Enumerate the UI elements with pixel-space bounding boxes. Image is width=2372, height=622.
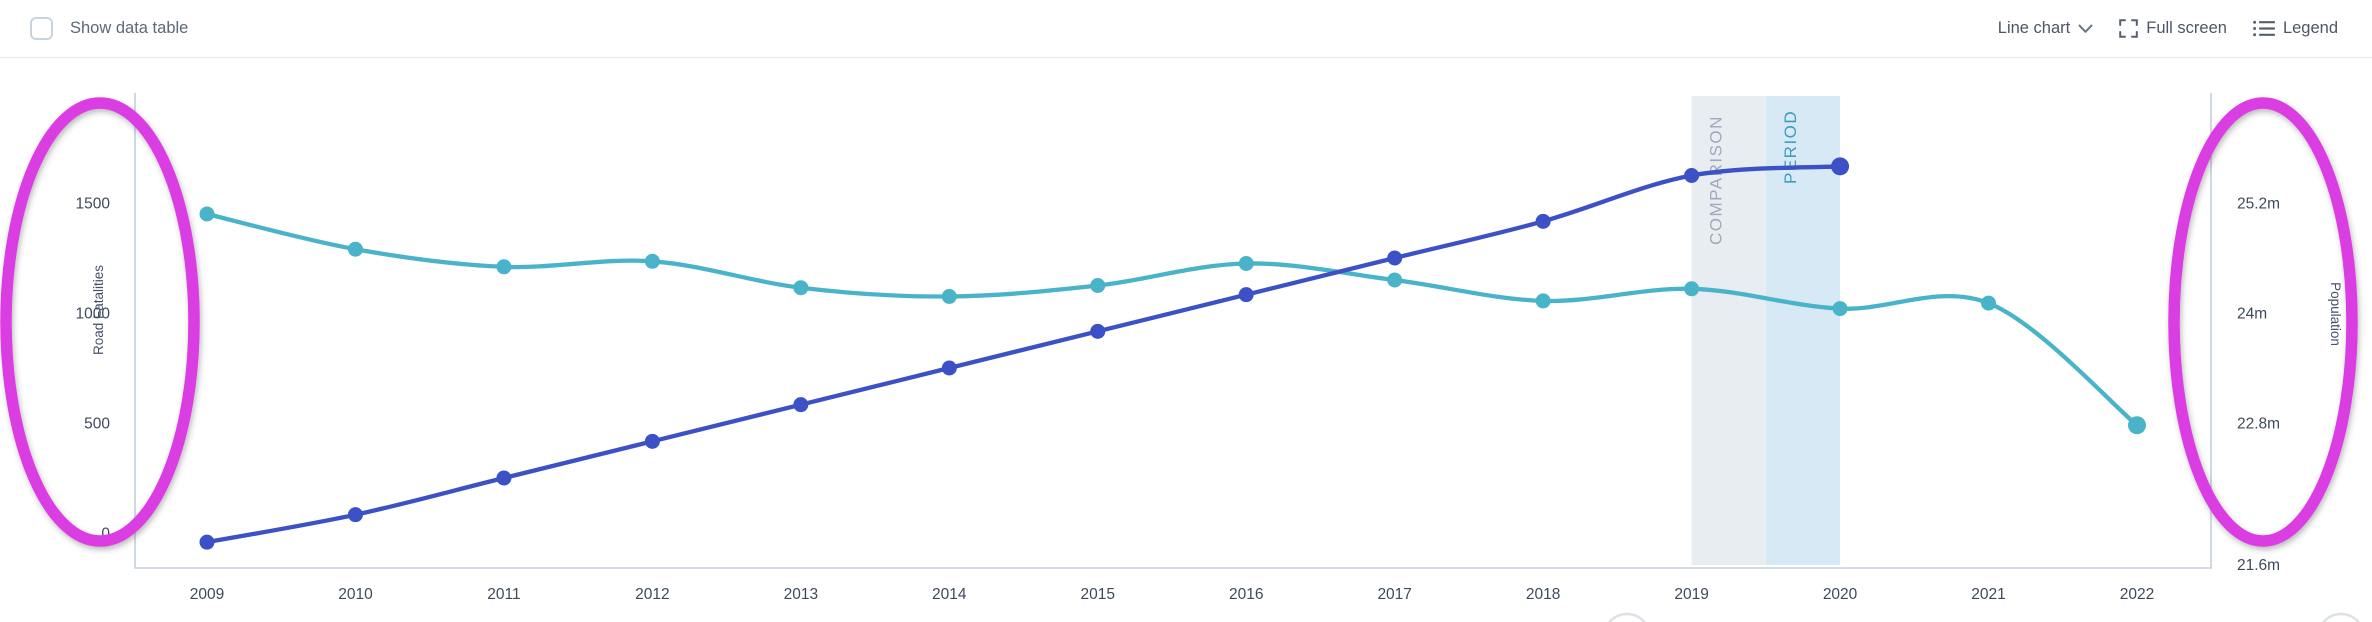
x-axis-tick: 2015 bbox=[1081, 586, 1115, 603]
show-data-table-checkbox[interactable] bbox=[30, 17, 53, 40]
x-axis-tick: 2010 bbox=[338, 586, 373, 603]
right-axis-circle-annotation bbox=[2168, 97, 2358, 547]
population-point[interactable] bbox=[1831, 157, 1850, 176]
road-fatalities-point[interactable] bbox=[1238, 256, 1254, 271]
brush-handle[interactable] bbox=[1604, 612, 1650, 622]
population-point[interactable] bbox=[644, 433, 660, 449]
x-axis-tick: 2014 bbox=[932, 586, 967, 603]
population-point[interactable] bbox=[199, 534, 215, 550]
population-point[interactable] bbox=[793, 397, 809, 413]
road-fatalities-point[interactable] bbox=[1981, 295, 1997, 311]
legend-list-icon bbox=[2253, 20, 2275, 37]
population-line[interactable] bbox=[204, 164, 1843, 545]
band-label-comparison: COMPARISON bbox=[1707, 115, 1726, 245]
right-axis-tick: 24m bbox=[2237, 306, 2267, 323]
brush-handles bbox=[1604, 612, 2364, 622]
chevron-down-icon bbox=[2078, 24, 2093, 33]
chart-toolbar: Show data table Line chart Full screen bbox=[0, 0, 2372, 58]
x-axis-tick: 2016 bbox=[1229, 586, 1263, 603]
road-fatalities-point[interactable] bbox=[793, 280, 809, 296]
x-axis-tick: 2009 bbox=[190, 586, 224, 603]
road-fatalities-point[interactable] bbox=[941, 289, 957, 304]
band-comparison bbox=[1691, 96, 1766, 565]
right-axis-title: Population bbox=[2328, 282, 2343, 346]
left-axis-tick: 1500 bbox=[76, 196, 111, 213]
population-point[interactable] bbox=[1684, 168, 1700, 183]
show-data-table-label: Show data table bbox=[70, 19, 189, 37]
population-point[interactable] bbox=[496, 470, 512, 486]
x-axis-tick: 2013 bbox=[784, 586, 818, 603]
left-axis-tick: 0 bbox=[101, 526, 110, 543]
brush-handle[interactable] bbox=[2318, 612, 2364, 622]
road-fatalities-point[interactable] bbox=[199, 206, 215, 222]
population-point[interactable] bbox=[347, 507, 363, 523]
right-axis-tick: 21.6m bbox=[2237, 557, 2280, 574]
x-axis-tick: 2012 bbox=[635, 586, 669, 603]
left-axis-tick: 500 bbox=[84, 416, 110, 433]
population-point[interactable] bbox=[941, 360, 957, 376]
legend-label: Legend bbox=[2282, 19, 2338, 37]
x-axis-tick: 2021 bbox=[1971, 586, 2005, 603]
road-fatalities-point[interactable] bbox=[347, 241, 363, 257]
fullscreen-label: Full screen bbox=[2146, 19, 2227, 37]
fullscreen-icon bbox=[2119, 19, 2139, 38]
legend-button[interactable]: Legend bbox=[2253, 19, 2338, 38]
x-axis-tick: 2022 bbox=[2120, 586, 2154, 603]
x-axis-tick: 2017 bbox=[1377, 586, 1411, 603]
fullscreen-button[interactable]: Full screen bbox=[2119, 19, 2227, 38]
road-fatalities-point[interactable] bbox=[1387, 272, 1403, 288]
chart-type-dropdown[interactable]: Line chart bbox=[1998, 19, 2093, 38]
road-fatalities-point[interactable] bbox=[1535, 293, 1551, 309]
left-axis-title: Road Fatalities bbox=[91, 265, 106, 355]
road-fatalities-point[interactable] bbox=[1684, 281, 1700, 297]
road-fatalities-point[interactable] bbox=[2127, 416, 2146, 435]
annotation-ellipses bbox=[0, 97, 2358, 547]
road-fatalities-point[interactable] bbox=[496, 259, 512, 275]
road-fatalities-point[interactable] bbox=[644, 253, 660, 269]
x-axis-tick: 2020 bbox=[1823, 586, 1858, 603]
show-data-table-control[interactable]: Show data table bbox=[30, 17, 188, 40]
x-axis-tick: 2011 bbox=[487, 586, 520, 603]
chart-type-label: Line chart bbox=[1997, 19, 2071, 37]
right-axis-tick: 25.2m bbox=[2237, 196, 2280, 213]
population-point[interactable] bbox=[1090, 323, 1106, 339]
x-axis-tick: 2019 bbox=[1674, 586, 1708, 603]
line-chart-canvas[interactable]: COMPARISON PERIOD 1500 1000 500 0 25.2m 24m 22.8… bbox=[0, 58, 2372, 622]
toolbar-right-controls: Line chart Full screen bbox=[1998, 19, 2338, 38]
band-period bbox=[1765, 96, 1841, 565]
population-point[interactable] bbox=[1238, 287, 1254, 303]
chart-area: COMPARISON PERIOD 1500 1000 500 0 25.2m 24m 22.8… bbox=[0, 58, 2372, 622]
right-axis-tick: 22.8m bbox=[2237, 416, 2280, 433]
population-point[interactable] bbox=[1535, 213, 1551, 229]
axis-frame bbox=[134, 93, 2212, 569]
road-fatalities-point[interactable] bbox=[1832, 301, 1848, 317]
population-point[interactable] bbox=[1387, 250, 1403, 266]
left-axis-circle-annotation bbox=[0, 97, 200, 547]
x-axis-tick: 2018 bbox=[1526, 586, 1560, 603]
left-axis-tick: 1000 bbox=[76, 306, 111, 323]
band-label-period: PERIOD bbox=[1781, 110, 1800, 184]
road-fatalities-line[interactable] bbox=[204, 211, 2140, 428]
road-fatalities-point[interactable] bbox=[1090, 278, 1106, 293]
